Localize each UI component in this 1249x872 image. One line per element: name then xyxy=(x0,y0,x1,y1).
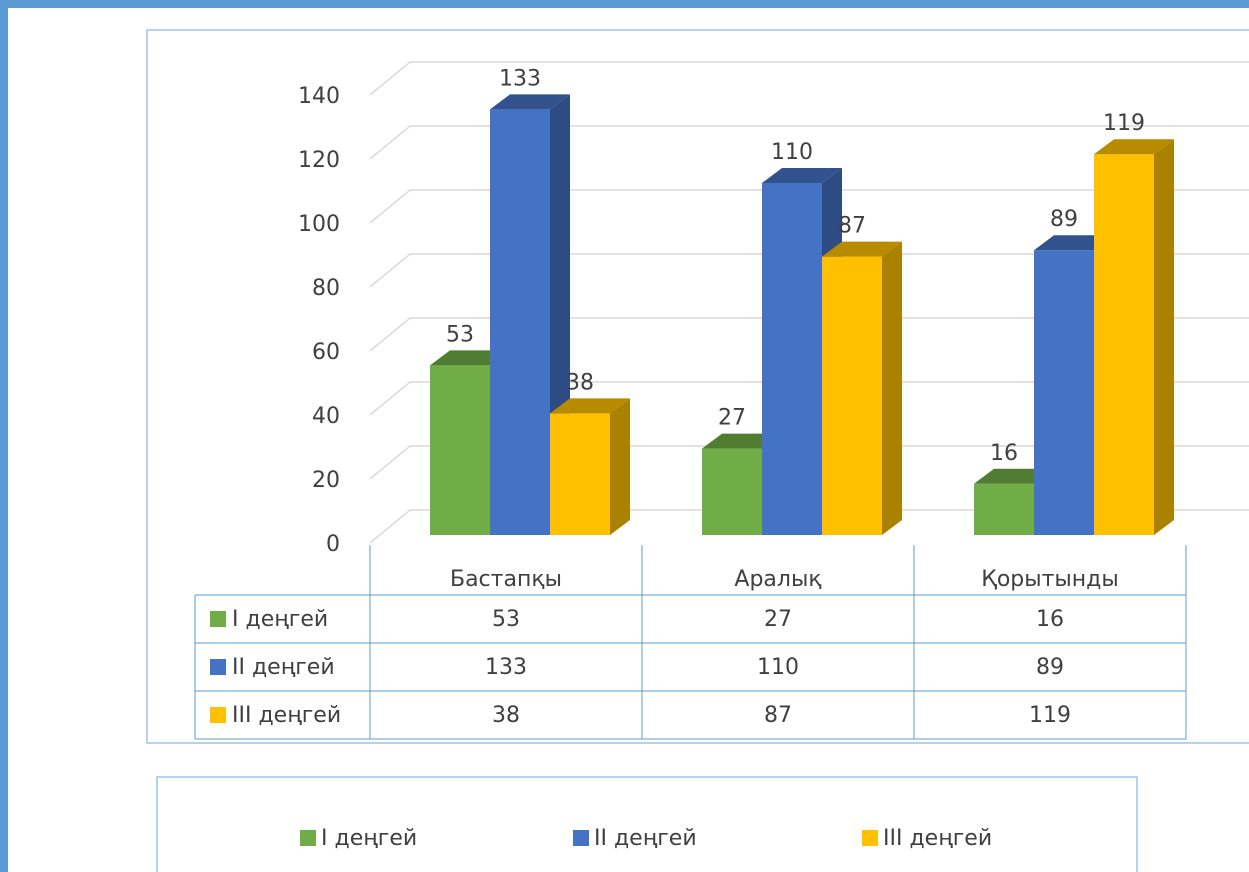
legend-label: I деңгей xyxy=(321,826,417,851)
grid-line xyxy=(369,381,1249,416)
grid-line xyxy=(369,61,1249,96)
x-tick-label: Бастапқы xyxy=(450,567,562,592)
bar-front xyxy=(974,483,1034,535)
x-tick-label: Аралық xyxy=(734,567,821,592)
data-label: 53 xyxy=(446,322,474,347)
legend-frame xyxy=(156,776,1138,872)
y-tick-label: 100 xyxy=(298,212,340,237)
grid-line xyxy=(369,253,1249,288)
table-cell: 27 xyxy=(764,607,792,632)
bar xyxy=(1094,139,1174,535)
bar-front xyxy=(822,256,882,535)
bar-front xyxy=(1094,154,1154,535)
bar-front xyxy=(702,448,762,535)
legend-key xyxy=(573,830,589,846)
legend-label: II деңгей xyxy=(594,826,697,851)
table-cell: 119 xyxy=(1029,703,1071,728)
bar-side xyxy=(882,241,902,535)
x-tick-label: Қорытынды xyxy=(981,567,1119,592)
table-row-label: III деңгей xyxy=(232,703,341,728)
table-cell: 110 xyxy=(757,655,799,680)
y-tick-label: 20 xyxy=(312,468,340,493)
data-label: 87 xyxy=(838,214,866,239)
legend-key xyxy=(862,830,878,846)
table-cell: 53 xyxy=(492,607,520,632)
grid-line xyxy=(369,445,1249,480)
bar-top xyxy=(822,241,902,257)
data-label: 27 xyxy=(718,406,746,431)
bar-front xyxy=(490,109,550,536)
table-cell: 89 xyxy=(1036,655,1064,680)
bar xyxy=(550,398,630,535)
data-label: 133 xyxy=(499,66,541,91)
table-cell: 87 xyxy=(764,703,792,728)
bar xyxy=(822,241,902,535)
data-label: 16 xyxy=(990,441,1018,466)
y-tick-label: 40 xyxy=(312,404,340,429)
data-label: 89 xyxy=(1050,207,1078,232)
table-cell: 133 xyxy=(485,655,527,680)
data-label: 38 xyxy=(566,370,594,395)
data-label: 119 xyxy=(1103,111,1145,136)
grid-line xyxy=(369,189,1249,224)
bar-top xyxy=(490,94,570,110)
bar-top xyxy=(550,398,630,414)
table-cell: 16 xyxy=(1036,607,1064,632)
grid-line xyxy=(369,125,1249,160)
table-row-label: II деңгей xyxy=(232,655,335,680)
bar-front xyxy=(550,413,610,535)
table-legend-key xyxy=(210,611,226,627)
data-label: 110 xyxy=(771,140,813,165)
bar-top xyxy=(762,168,842,183)
table-legend-key xyxy=(210,707,226,723)
bar-front xyxy=(762,183,822,535)
y-tick-label: 80 xyxy=(312,276,340,301)
bar-top xyxy=(1094,139,1174,155)
y-tick-label: 0 xyxy=(326,532,340,557)
grid-line xyxy=(369,509,1249,544)
bar-side xyxy=(1154,139,1174,535)
legend-key xyxy=(300,830,316,846)
bar-front xyxy=(1034,250,1094,535)
table-legend-key xyxy=(210,659,226,675)
bar-side xyxy=(610,398,630,535)
y-tick-label: 140 xyxy=(298,84,340,109)
legend-label: III деңгей xyxy=(883,826,992,851)
y-tick-label: 60 xyxy=(312,340,340,365)
bar-front xyxy=(430,365,490,535)
y-tick-label: 120 xyxy=(298,148,340,173)
grid-line xyxy=(369,317,1249,352)
table-row-label: I деңгей xyxy=(232,607,328,632)
table-cell: 38 xyxy=(492,703,520,728)
